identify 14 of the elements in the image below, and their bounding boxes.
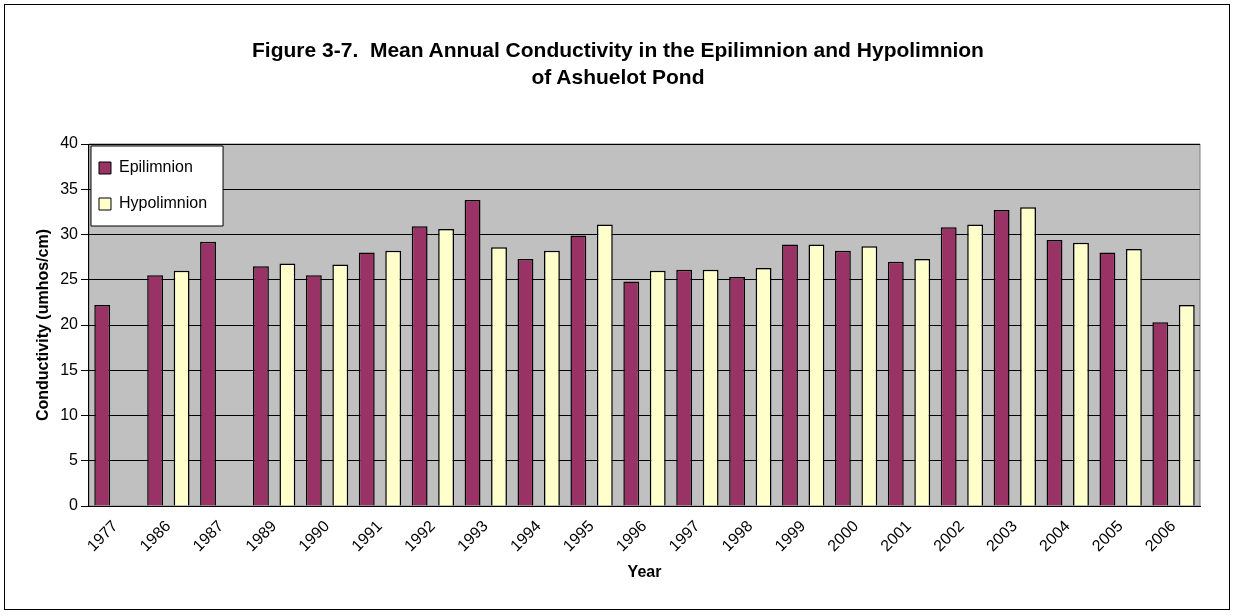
x-axis-title: Year (627, 562, 662, 580)
y-axis-title: Conductivity (umhos/cm) (34, 229, 52, 422)
legend-label: Epilimnion (119, 158, 193, 176)
y-tick-label: 40 (60, 134, 79, 152)
y-tick-label: 0 (69, 496, 79, 514)
y-tick-label: 25 (60, 270, 79, 288)
y-tick-label: 35 (60, 179, 79, 197)
y-tick-label: 5 (69, 451, 79, 469)
y-tick-label: 20 (60, 315, 79, 333)
legend-label: Hypolimnion (119, 194, 208, 212)
y-tick-label: 15 (60, 360, 79, 378)
y-tick-label: 30 (60, 224, 79, 242)
y-tick-label: 10 (60, 405, 79, 423)
chart-title: Figure 3-7. Mean Annual Conductivity in the Epilimnion and Hypolimnion of Ashuelot Pond (251, 37, 985, 90)
